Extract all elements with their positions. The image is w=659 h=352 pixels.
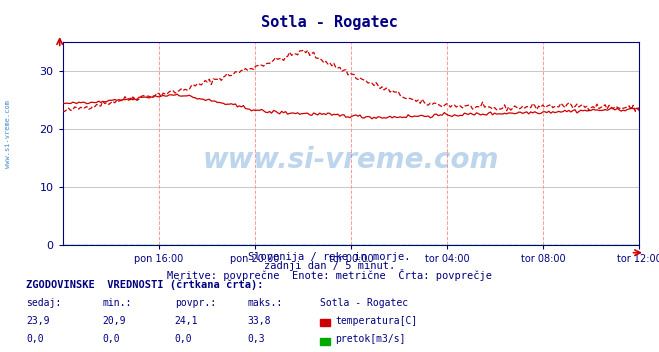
Text: Meritve: povprečne  Enote: metrične  Črta: povprečje: Meritve: povprečne Enote: metrične Črta:… (167, 269, 492, 281)
Text: pretok[m3/s]: pretok[m3/s] (335, 334, 406, 345)
Text: ZGODOVINSKE  VREDNOSTI (črtkana črta):: ZGODOVINSKE VREDNOSTI (črtkana črta): (26, 279, 264, 290)
Text: 0,3: 0,3 (247, 334, 265, 345)
Text: Slovenija / reke in morje.: Slovenija / reke in morje. (248, 252, 411, 262)
Text: sedaj:: sedaj: (26, 298, 61, 308)
Text: 0,0: 0,0 (102, 334, 120, 345)
Text: Sotla - Rogatec: Sotla - Rogatec (261, 15, 398, 30)
Text: povpr.:: povpr.: (175, 298, 215, 308)
Text: Sotla - Rogatec: Sotla - Rogatec (320, 298, 408, 308)
Text: 0,0: 0,0 (26, 334, 44, 345)
Text: temperatura[C]: temperatura[C] (335, 316, 418, 326)
Text: 20,9: 20,9 (102, 316, 126, 326)
Text: 24,1: 24,1 (175, 316, 198, 326)
Text: 33,8: 33,8 (247, 316, 271, 326)
Text: maks.:: maks.: (247, 298, 282, 308)
Text: 23,9: 23,9 (26, 316, 50, 326)
Text: zadnji dan / 5 minut.: zadnji dan / 5 minut. (264, 261, 395, 271)
Text: www.si-vreme.com: www.si-vreme.com (5, 100, 11, 168)
Text: www.si-vreme.com: www.si-vreme.com (203, 146, 499, 174)
Text: min.:: min.: (102, 298, 132, 308)
Text: 0,0: 0,0 (175, 334, 192, 345)
